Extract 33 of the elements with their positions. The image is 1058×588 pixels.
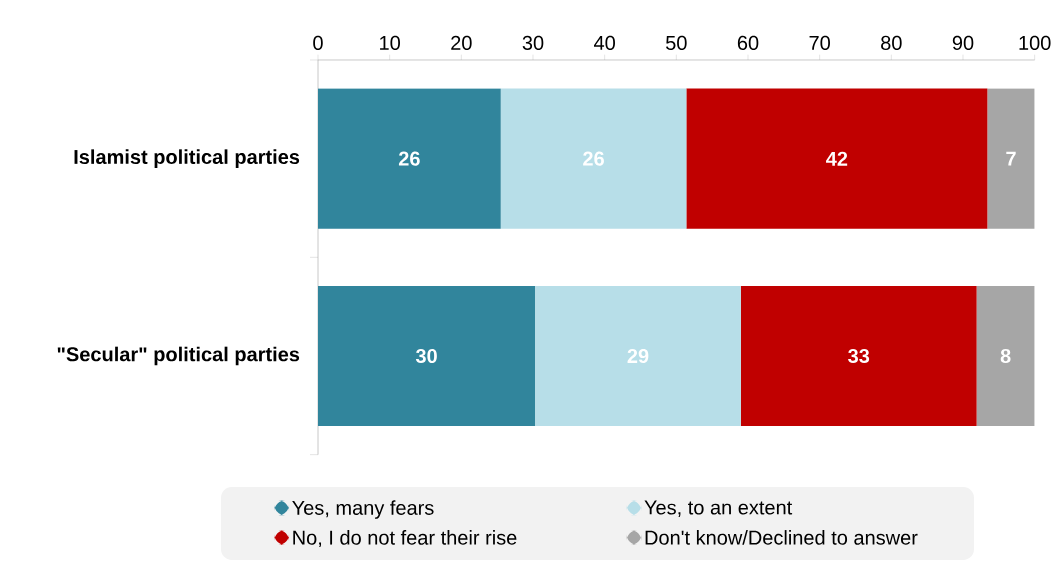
x-tick-label: 70 — [809, 35, 830, 50]
legend-label: No, I do not fear their rise — [293, 530, 517, 548]
bar — [976, 285, 1035, 427]
x-tick-label: 10 — [380, 35, 400, 50]
data-label: 42 — [826, 151, 848, 166]
legend-label: Yes, many fears — [292, 500, 434, 519]
bar — [740, 285, 977, 427]
bar — [987, 88, 1035, 229]
x-tick-label: 20 — [451, 35, 472, 50]
data-label: 30 — [415, 348, 437, 364]
x-tick-label: 30 — [522, 35, 544, 50]
legend-label: Yes, to an extent — [644, 500, 793, 517]
x-tick-label: 50 — [666, 35, 687, 50]
x-tick-label: 60 — [737, 35, 759, 50]
x-tick-label: 100 — [1019, 35, 1051, 50]
bar — [318, 285, 536, 427]
data-label: 33 — [848, 348, 870, 364]
data-label: 26 — [583, 151, 604, 166]
data-label: 26 — [398, 151, 420, 166]
bar — [318, 88, 501, 229]
y-tick-label: Islamist political parties — [74, 149, 300, 168]
bar — [535, 285, 741, 427]
x-tick-label: 80 — [881, 35, 902, 50]
y-tick-label: "Secular" political parties — [57, 346, 300, 366]
bar — [686, 88, 988, 229]
data-label: 7 — [1006, 151, 1016, 166]
bar — [500, 88, 687, 229]
data-label: 8 — [1000, 348, 1011, 364]
x-tick-label: 40 — [594, 35, 615, 50]
x-tick-label: 0 — [313, 35, 323, 50]
x-tick-label: 90 — [952, 35, 974, 50]
legend-label: Don't know/Declined to answer — [645, 530, 918, 545]
data-label: 29 — [627, 348, 649, 364]
